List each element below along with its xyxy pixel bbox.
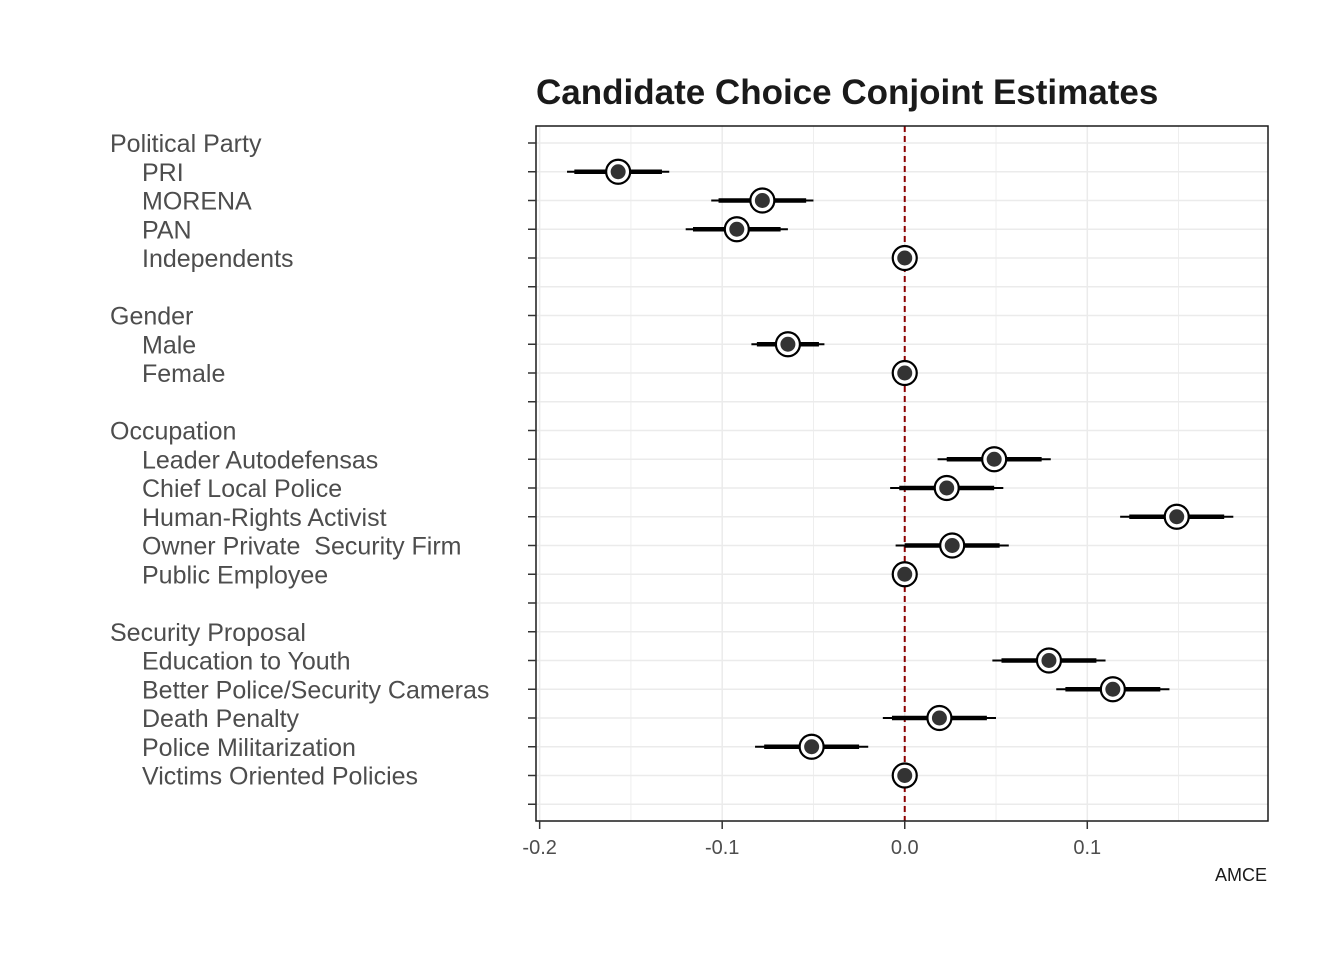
level-label: MORENA (142, 188, 252, 216)
group-header-label: Occupation (110, 418, 236, 446)
estimate-point (944, 538, 960, 553)
group-header-label: Gender (110, 303, 193, 331)
estimate-point (939, 480, 955, 496)
y-axis-ticks (528, 142, 536, 805)
level-label: Chief Local Police (142, 475, 342, 503)
estimates-group (567, 158, 1234, 789)
estimate-point (897, 768, 913, 783)
level-label: Death Penalty (142, 705, 300, 733)
level-label: PRI (142, 159, 184, 187)
estimate-point (986, 451, 1002, 467)
x-axis-title: AMCE (1215, 865, 1267, 885)
x-tick-label: -0.1 (705, 837, 739, 859)
estimate-point (780, 336, 796, 352)
level-label: Better Police/Security Cameras (142, 676, 489, 704)
level-label: Human-Rights Activist (142, 504, 387, 532)
estimate-point (729, 221, 745, 237)
x-tick-label: 0.0 (891, 837, 919, 859)
level-label: Public Employee (142, 561, 328, 589)
level-label: Independents (142, 245, 294, 273)
estimate-point (804, 739, 820, 755)
estimate-point (1041, 653, 1057, 668)
estimate-point (1169, 509, 1185, 525)
level-label: Male (142, 331, 196, 359)
estimate-point (1105, 681, 1121, 697)
plot-panel-border (535, 125, 1269, 822)
estimate-point (931, 710, 947, 726)
estimate-point (897, 566, 913, 582)
x-tick-label: 0.1 (1073, 837, 1101, 859)
level-label: Female (142, 360, 225, 388)
x-axis: -0.2 -0.1 0.0 0.1 (522, 821, 1101, 859)
estimate-point (754, 193, 770, 208)
group-header-label: Security Proposal (110, 619, 306, 647)
chart-title: Candidate Choice Conjoint Estimates (536, 73, 1158, 112)
level-label: PAN (142, 216, 192, 244)
level-label: Leader Autodefensas (142, 446, 378, 474)
level-label: Education to Youth (142, 648, 351, 676)
level-label: Police Militarization (142, 734, 356, 762)
level-label: Owner Private Security Firm (142, 533, 462, 561)
x-tick-label: -0.2 (522, 837, 556, 859)
group-header-label: Political Party (110, 130, 262, 158)
estimate-point (610, 164, 626, 180)
level-label: Victims Oriented Policies (142, 763, 418, 791)
estimate-point (897, 365, 913, 381)
estimate-point (897, 250, 913, 266)
